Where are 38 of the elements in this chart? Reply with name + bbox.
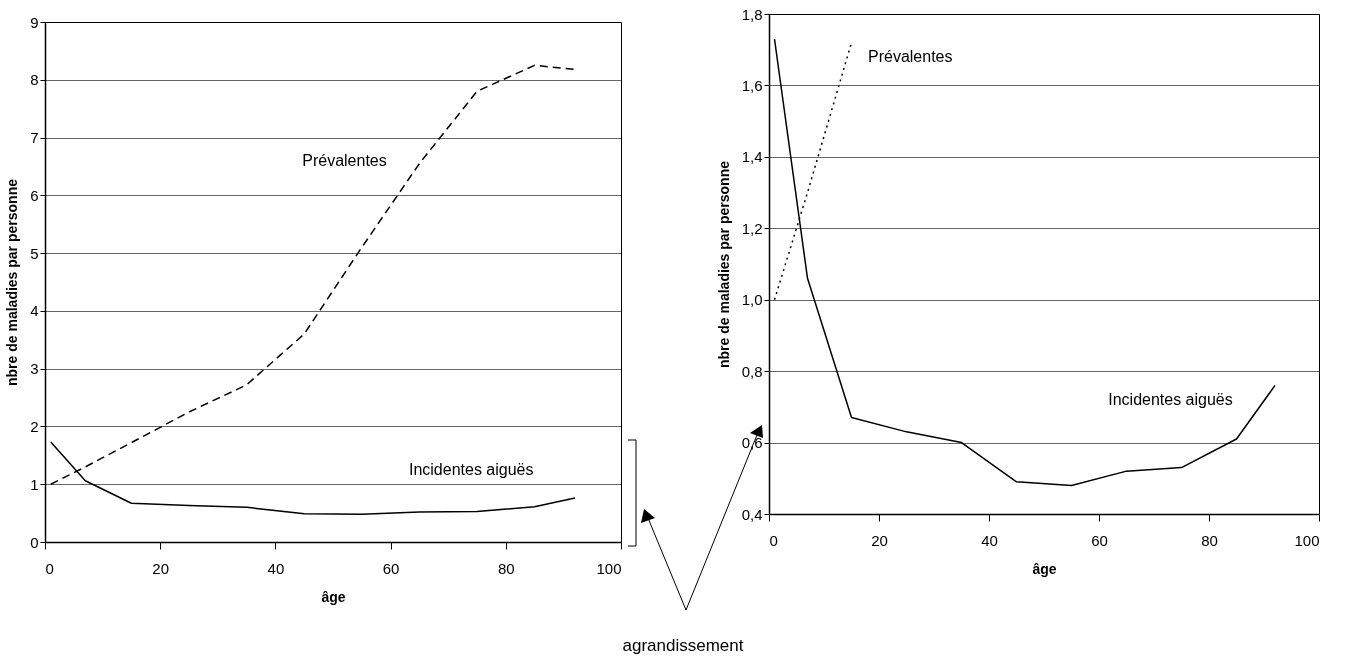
- x-tick-label: 0: [45, 559, 54, 577]
- y-tick-label: 1,8: [741, 5, 763, 23]
- y-axis-title: nbre de maladies par personne: [715, 160, 732, 368]
- series-label: Prévalentes: [302, 151, 387, 169]
- x-tick-label: 80: [497, 559, 515, 577]
- x-tick-label: 20: [871, 531, 888, 549]
- x-tick-label: 100: [596, 559, 622, 577]
- y-tick-label: 6: [30, 186, 39, 204]
- x-tick-label: 80: [1201, 531, 1218, 549]
- y-tick-label: 1,0: [741, 291, 763, 309]
- text: agrandissement: [621, 636, 745, 656]
- y-tick-label: 0,6: [741, 434, 763, 452]
- x-tick-label: 20: [152, 559, 170, 577]
- y-tick-label: 1,4: [741, 148, 763, 166]
- series-label: Prévalentes: [868, 47, 953, 65]
- x-axis-title: âge: [1032, 560, 1057, 577]
- y-tick-label: 7: [30, 129, 39, 147]
- y-tick-label: 5: [30, 244, 39, 262]
- y-tick-label: 1: [30, 475, 39, 493]
- series-label: Incidentes aiguës: [1108, 390, 1233, 408]
- y-axis-title: nbre de maladies par personne: [4, 178, 21, 386]
- x-tick-label: 40: [267, 559, 285, 577]
- y-tick-label: 4: [30, 302, 39, 320]
- y-tick-label: 1,2: [741, 219, 763, 237]
- x-tick-label: 100: [1294, 531, 1320, 549]
- x-tick-label: 40: [981, 531, 998, 549]
- y-tick-label: 8: [30, 71, 39, 89]
- y-tick-label: 0,4: [741, 505, 763, 523]
- x-tick-label: 0: [769, 531, 778, 549]
- y-tick-label: 3: [30, 360, 39, 378]
- x-axis-title: âge: [321, 588, 346, 605]
- y-tick-label: 1,6: [741, 76, 763, 94]
- y-tick-label: 9: [30, 13, 39, 31]
- series-label: Incidentes aiguës: [408, 460, 534, 478]
- x-tick-label: 60: [1091, 531, 1108, 549]
- y-tick-label: 0,8: [741, 362, 763, 380]
- y-tick-label: 2: [30, 417, 39, 435]
- x-tick-label: 60: [382, 559, 400, 577]
